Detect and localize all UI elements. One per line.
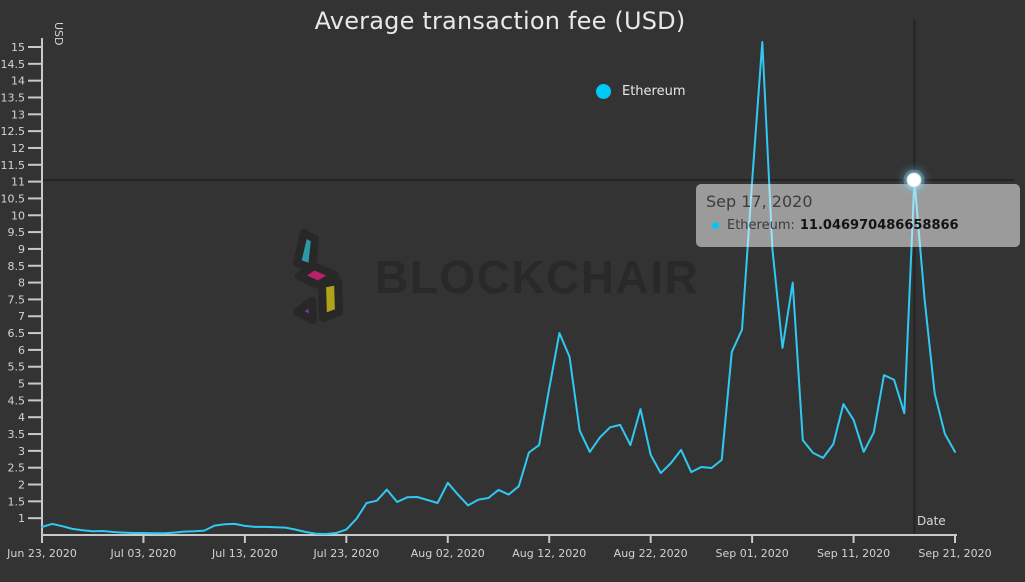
x-tick-label: Sep 01, 2020 [716,547,789,560]
y-tick-label: 13 [11,108,25,121]
y-tick-label: 12.5 [1,125,26,138]
y-tick-label: 1 [18,512,25,525]
y-tick-label: 2.5 [8,462,26,475]
tooltip-series-dot-icon [712,222,719,229]
hover-marker-icon [906,172,922,188]
watermark-text: BLOCKCHAIR [375,251,699,303]
y-tick-label: 11 [11,176,25,189]
x-tick-label: Jul 23, 2020 [312,547,379,560]
chart-title: Average transaction fee (USD) [314,7,686,35]
y-tick-label: 15 [11,41,25,54]
tooltip-series-name: Ethereum: [727,218,795,233]
legend-marker-icon [596,84,611,99]
x-tick-label: Aug 22, 2020 [614,547,688,560]
x-tick-label: Sep 21, 2020 [918,547,991,560]
y-tick-label: 9.5 [8,226,26,239]
y-tick-label: 4.5 [8,394,26,407]
y-tick-label: 8 [18,277,25,290]
y-tick-label: 14.5 [1,58,26,71]
y-tick-label: 7 [18,310,25,323]
y-tick-label: 10 [11,209,25,222]
x-tick-label: Aug 02, 2020 [411,547,485,560]
y-tick-label: 14 [11,75,25,88]
y-tick-label: 5 [18,378,25,391]
tooltip-date: Sep 17, 2020 [706,192,813,211]
y-tick-label: 11.5 [1,159,26,172]
legend-label: Ethereum [622,84,686,99]
ethereum-line-series[interactable] [41,41,956,535]
blockchair-watermark: BLOCKCHAIR [293,229,699,324]
y-axis-title: USD [52,22,65,46]
legend-item-ethereum[interactable]: Ethereum [596,84,686,99]
x-tick-label: Jun 23, 2020 [6,547,77,560]
y-tick-label: 10.5 [1,192,26,205]
x-tick-label: Sep 11, 2020 [817,547,890,560]
blockchair-logo-icon [293,229,343,324]
y-tick-label: 9 [18,243,25,256]
y-tick-label: 7.5 [8,293,26,306]
x-axis-title: Date [917,514,946,528]
y-tick-label: 4 [18,411,25,424]
tooltip: Sep 17, 2020 Ethereum: 11.04697048665886… [696,184,1020,247]
y-tick-label: 3.5 [8,428,26,441]
x-tick-label: Jul 03, 2020 [110,547,177,560]
y-tick-label: 8.5 [8,260,26,273]
y-tick-label: 5.5 [8,361,26,374]
y-tick-label: 6 [18,344,25,357]
x-tick-label: Aug 12, 2020 [512,547,586,560]
y-tick-label: 2 [18,479,25,492]
y-tick-label: 12 [11,142,25,155]
y-tick-label: 3 [18,445,25,458]
tooltip-value: 11.046970486658866 [799,218,959,233]
x-tick-label: Jul 13, 2020 [211,547,278,560]
y-tick-label: 6.5 [8,327,26,340]
y-tick-label: 13.5 [1,91,26,104]
y-tick-label: 1.5 [8,495,26,508]
